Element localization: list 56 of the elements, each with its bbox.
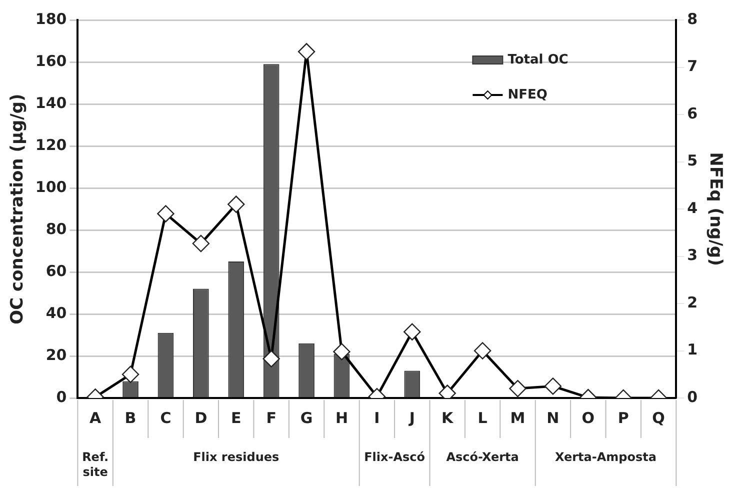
x-tick-label: K — [442, 408, 455, 427]
y2-tick-label: 3 — [687, 246, 698, 264]
y2-tick-label: 1 — [687, 340, 698, 359]
legend-label: NFEQ — [508, 87, 548, 102]
x-tick-label: P — [618, 408, 629, 427]
x-tick-label: N — [546, 408, 560, 427]
y2-tick-label: 0 — [687, 388, 698, 406]
y-tick-label: 80 — [46, 220, 67, 238]
y2-axis-title: NFEq (ng/g) — [705, 152, 726, 266]
x-tick-label: H — [335, 408, 348, 427]
y-tick-label: 180 — [35, 10, 67, 28]
x-tick-label: B — [124, 408, 136, 427]
x-tick-label: G — [300, 408, 313, 427]
y-axis-title: OC concentration (µg/g) — [8, 94, 28, 324]
x-tick-label: L — [478, 408, 488, 427]
text: Flix residues — [193, 450, 280, 464]
point — [157, 205, 174, 222]
x-tick-label: I — [374, 408, 380, 427]
y-tick-label: 60 — [46, 262, 67, 280]
y2-tick-label: 2 — [687, 293, 698, 312]
point — [333, 343, 350, 360]
x-tick-label: A — [90, 408, 102, 427]
y-tick-label: 160 — [35, 52, 67, 70]
y2-tick-label: 4 — [687, 198, 698, 217]
y2-tick-label: 8 — [687, 10, 698, 28]
legend-label: Total OC — [508, 52, 568, 68]
x-tick-label: E — [231, 408, 242, 427]
point — [404, 323, 421, 340]
y-tick-label: 120 — [35, 136, 67, 154]
x-tick-label: D — [194, 408, 208, 427]
x-tick-label: M — [510, 408, 526, 427]
text: Xerta-Amposta — [555, 450, 656, 464]
point — [544, 378, 562, 395]
x-tick-label: C — [160, 408, 172, 427]
y-tick-label: 20 — [46, 346, 67, 364]
y2-tick-label: 6 — [687, 104, 698, 122]
x-tick-label: O — [582, 408, 595, 427]
y2-tick-label: 7 — [687, 57, 698, 76]
point — [474, 342, 492, 360]
y-tick-label: 40 — [46, 304, 67, 322]
point — [122, 366, 140, 383]
y-tick-label: 140 — [35, 94, 67, 112]
x-tick-label: J — [408, 408, 415, 427]
y-tick-label: 0 — [56, 388, 67, 406]
x-tick-label: Q — [652, 408, 665, 427]
point — [228, 196, 245, 213]
point — [509, 380, 526, 398]
y2-tick-label: 5 — [687, 152, 698, 170]
text: Ascó-Xerta — [446, 450, 519, 464]
y-tick-label: 100 — [35, 178, 67, 196]
point — [298, 43, 316, 60]
text: Ref. site — [82, 450, 109, 480]
point — [192, 234, 210, 252]
x-tick-label: F — [266, 408, 276, 427]
text: Flix-Ascó — [364, 450, 426, 464]
point — [262, 350, 280, 368]
